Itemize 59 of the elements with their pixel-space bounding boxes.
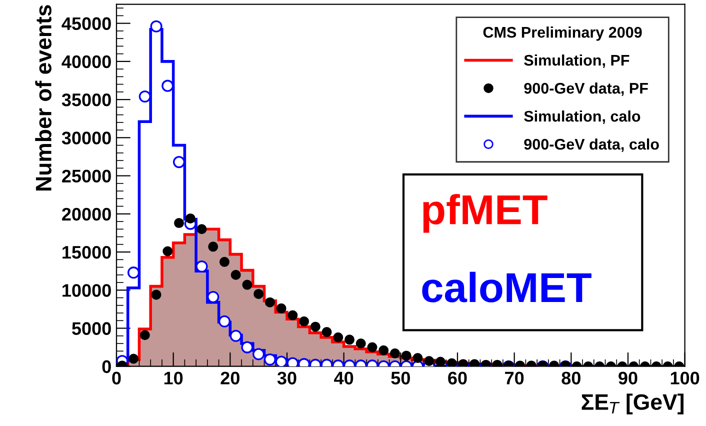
point <box>299 316 310 326</box>
legend-label: Simulation, calo <box>524 110 640 124</box>
point <box>230 270 241 280</box>
point <box>230 330 242 342</box>
point <box>254 288 264 299</box>
x-tick-label: 100 <box>670 372 700 384</box>
point <box>185 213 196 224</box>
point <box>208 242 218 252</box>
y-tick-label: 35000 <box>62 93 111 106</box>
x-tick-label: 70 <box>505 372 524 384</box>
legend-label: 900-GeV data, calo <box>524 138 659 152</box>
point <box>162 246 173 256</box>
point <box>367 342 378 352</box>
point <box>174 218 184 228</box>
point <box>241 341 254 354</box>
point <box>378 345 389 356</box>
x-tick-label: 30 <box>277 372 296 385</box>
annotation: pfMET <box>423 194 548 233</box>
y-tick-label: 40000 <box>62 55 111 68</box>
point <box>219 256 230 267</box>
y-tick-label: 15000 <box>62 246 111 259</box>
x-tick-label: 50 <box>391 372 410 384</box>
x-tick-label: 10 <box>164 372 183 384</box>
y-axis-title: Number of events <box>35 5 52 190</box>
y-tick-label: 5000 <box>72 322 111 335</box>
x-tick-label: 80 <box>562 372 580 384</box>
x-tick-label: 60 <box>448 372 467 384</box>
point <box>151 290 162 300</box>
point <box>140 330 150 340</box>
point <box>275 356 288 366</box>
point <box>390 348 400 358</box>
y-tick-label: 20000 <box>62 208 111 221</box>
x-tick-label: 90 <box>618 372 638 384</box>
y-tick-label: 45000 <box>62 17 111 30</box>
x-tick-label: 40 <box>334 372 354 384</box>
point <box>344 334 355 345</box>
legend-label: 900-GeV data, PF <box>524 82 648 96</box>
point <box>276 303 286 314</box>
point <box>310 322 320 332</box>
point <box>356 338 366 348</box>
point <box>196 224 207 234</box>
y-tick-label: 10000 <box>62 284 111 297</box>
legend-label: Simulation, PF <box>524 54 630 68</box>
x-tick-label: 20 <box>220 372 240 384</box>
point <box>412 352 423 363</box>
y-tick-label: 0 <box>102 360 111 374</box>
point <box>288 310 298 320</box>
point <box>333 332 344 342</box>
point <box>242 280 252 290</box>
annotation: caloMET <box>422 272 592 302</box>
x-tick-label: 0 <box>112 372 121 384</box>
y-tick-label: 25000 <box>62 170 111 182</box>
point <box>218 315 231 328</box>
y-tick-label: 30000 <box>62 132 111 144</box>
point <box>435 356 446 366</box>
legend-title: CMS Preliminary 2009 <box>483 26 642 41</box>
point <box>322 327 332 338</box>
x-axis-title: ΣE$_{T}$ [GeV] <box>582 394 684 414</box>
point <box>264 297 275 308</box>
